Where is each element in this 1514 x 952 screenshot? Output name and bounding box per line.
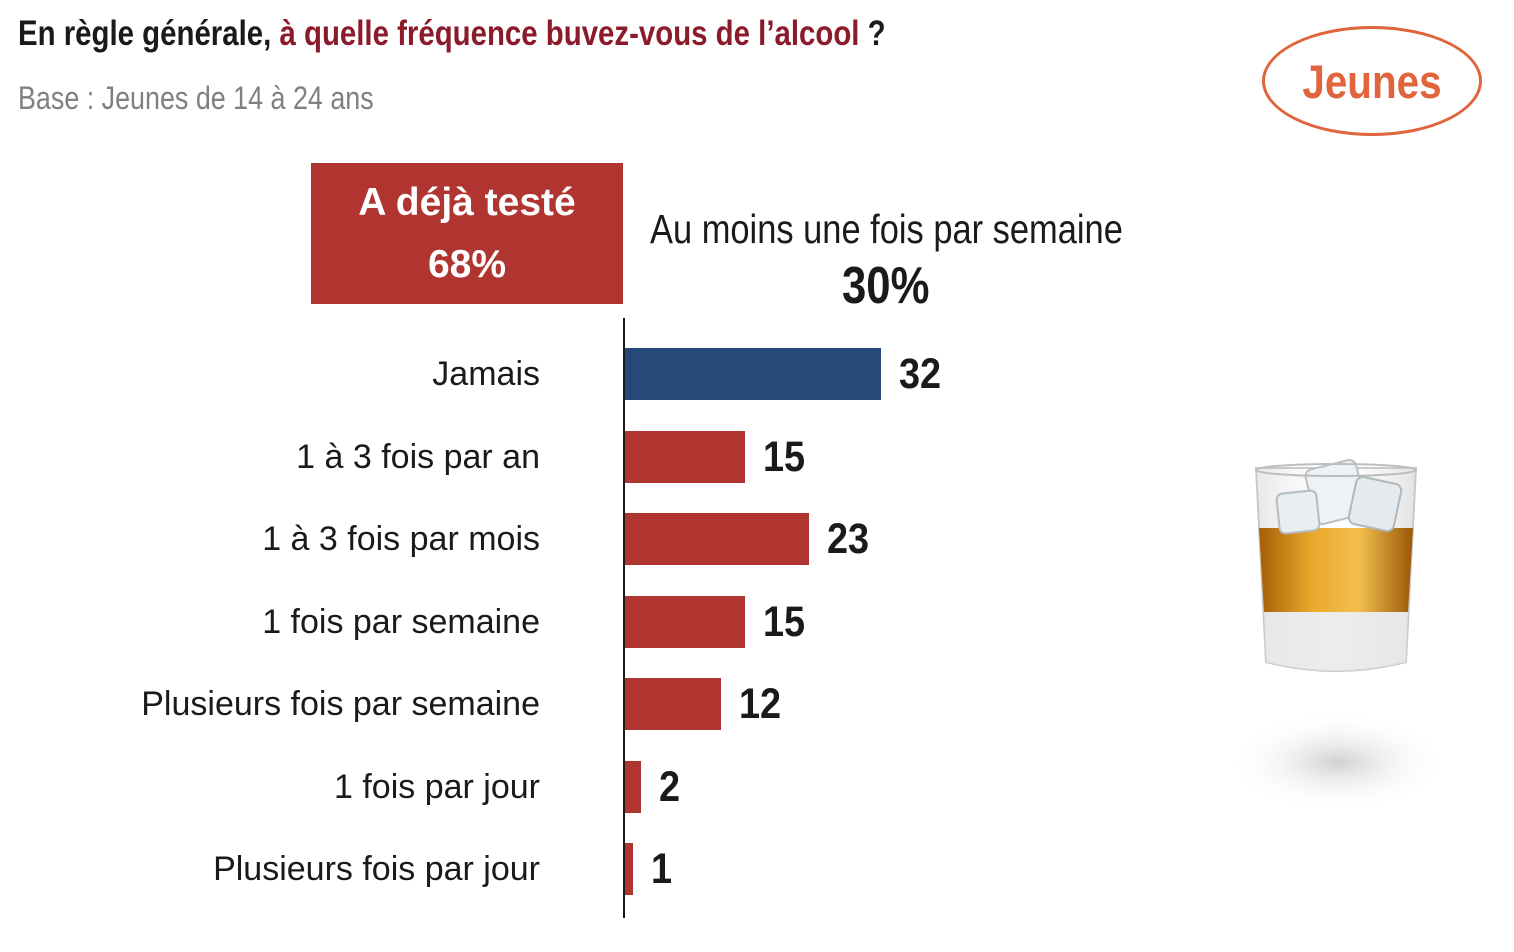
bar-value-label: 12	[739, 680, 782, 728]
bar-value-label: 1	[651, 845, 673, 893]
title-part2: ?	[867, 14, 886, 53]
already-tested-label: A déjà testé	[358, 180, 576, 224]
bar	[625, 513, 809, 565]
bar	[625, 348, 881, 400]
title-part1: En règle générale,	[18, 14, 272, 53]
whisky-glass-icon	[1228, 459, 1448, 812]
bar-row: Plusieurs fois par jour 1	[0, 841, 1100, 897]
chart-subtitle: Base : Jeunes de 14 à 24 ans	[18, 80, 374, 116]
bar-value-label: 32	[899, 350, 942, 398]
bar-value-label: 23	[827, 515, 870, 563]
bar	[625, 430, 745, 483]
audience-badge-label: Jeunes	[1302, 54, 1442, 108]
bar-row: Plusieurs fois par semaine 12	[0, 676, 1100, 732]
category-label: 1 fois par semaine	[262, 602, 540, 641]
bar-row: Jamais 32	[0, 346, 1100, 402]
category-label: Plusieurs fois par semaine	[141, 685, 540, 723]
title-highlight: à quelle fréquence buvez-vous de l’alcoo…	[279, 14, 860, 53]
bar-row: 1 fois par semaine 15	[0, 594, 1100, 650]
audience-badge: Jeunes	[1262, 26, 1482, 136]
category-label: Jamais	[432, 355, 540, 393]
already-tested-value: 68%	[427, 242, 507, 286]
bar-value-label: 2	[659, 762, 681, 811]
bar-row: 1 fois par jour 2	[0, 759, 1100, 815]
bar-row: 1 à 3 fois par mois 23	[0, 511, 1100, 567]
bar	[625, 678, 721, 730]
weekly-summary-label: Au moins une fois par semaine	[650, 206, 1123, 252]
weekly-summary-value: 30%	[842, 257, 930, 315]
bar	[625, 595, 745, 648]
bar	[625, 760, 641, 813]
category-axis-line	[623, 318, 625, 918]
bar	[625, 843, 633, 895]
category-label: 1 à 3 fois par an	[296, 437, 540, 476]
chart-title: En règle générale, à quelle fréquence bu…	[18, 14, 886, 54]
bar-value-label: 15	[763, 432, 806, 481]
bar-row: 1 à 3 fois par an 15	[0, 429, 1100, 485]
category-label: 1 à 3 fois par mois	[262, 520, 540, 558]
bar-value-label: 15	[763, 597, 806, 646]
category-label: Plusieurs fois par jour	[213, 850, 540, 888]
already-tested-box: A déjà testé 68%	[311, 163, 623, 304]
category-label: 1 fois par jour	[334, 767, 540, 806]
